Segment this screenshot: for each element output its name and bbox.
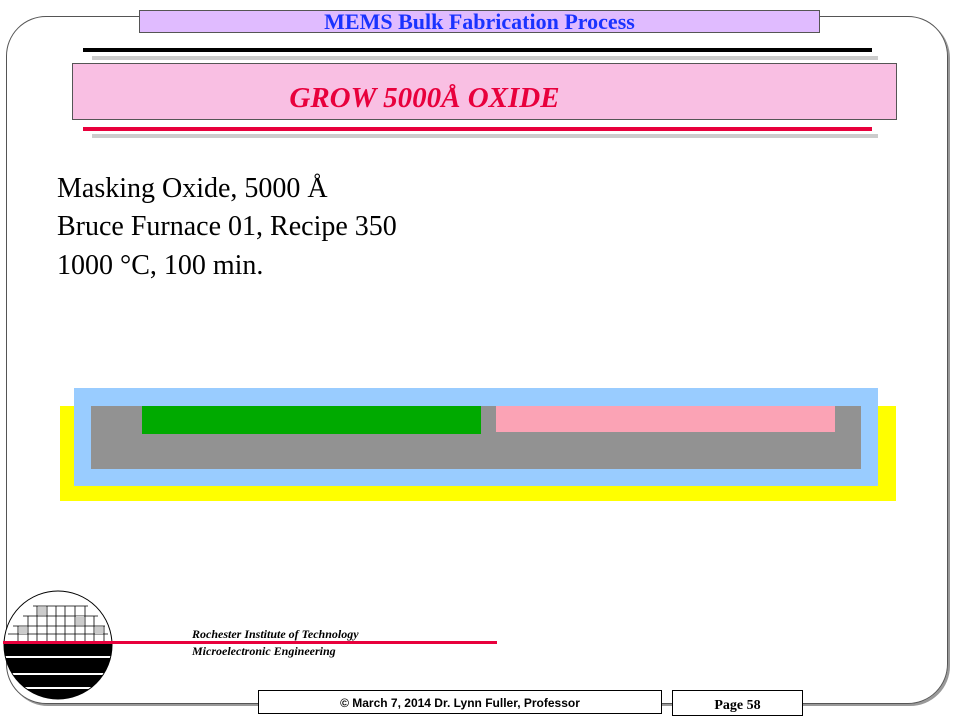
body-line: Masking Oxide, 5000 Å <box>57 173 328 204</box>
slide-title: GROW 5000Å OXIDE <box>289 82 560 114</box>
wafer-logo-icon <box>3 590 113 700</box>
footer-divider <box>3 641 497 644</box>
body-line: Bruce Furnace 01, Recipe 350 <box>57 211 397 242</box>
title-box: GROW 5000Å OXIDE <box>72 63 897 120</box>
diagram-pink-region <box>496 406 835 432</box>
divider <box>83 48 872 52</box>
body-line: 1000 °C, 100 min. <box>57 250 264 281</box>
department-name: Microelectronic Engineering <box>192 644 336 658</box>
divider <box>83 127 872 131</box>
divider <box>92 56 878 60</box>
diagram-green-region <box>142 406 481 434</box>
divider <box>92 134 878 138</box>
page-number: Page 58 <box>672 690 803 716</box>
copyright: © March 7, 2014 Dr. Lynn Fuller, Profess… <box>258 690 662 714</box>
institution-name: Rochester Institute of Technology <box>192 627 359 641</box>
banner: MEMS Bulk Fabrication Process <box>139 10 820 33</box>
